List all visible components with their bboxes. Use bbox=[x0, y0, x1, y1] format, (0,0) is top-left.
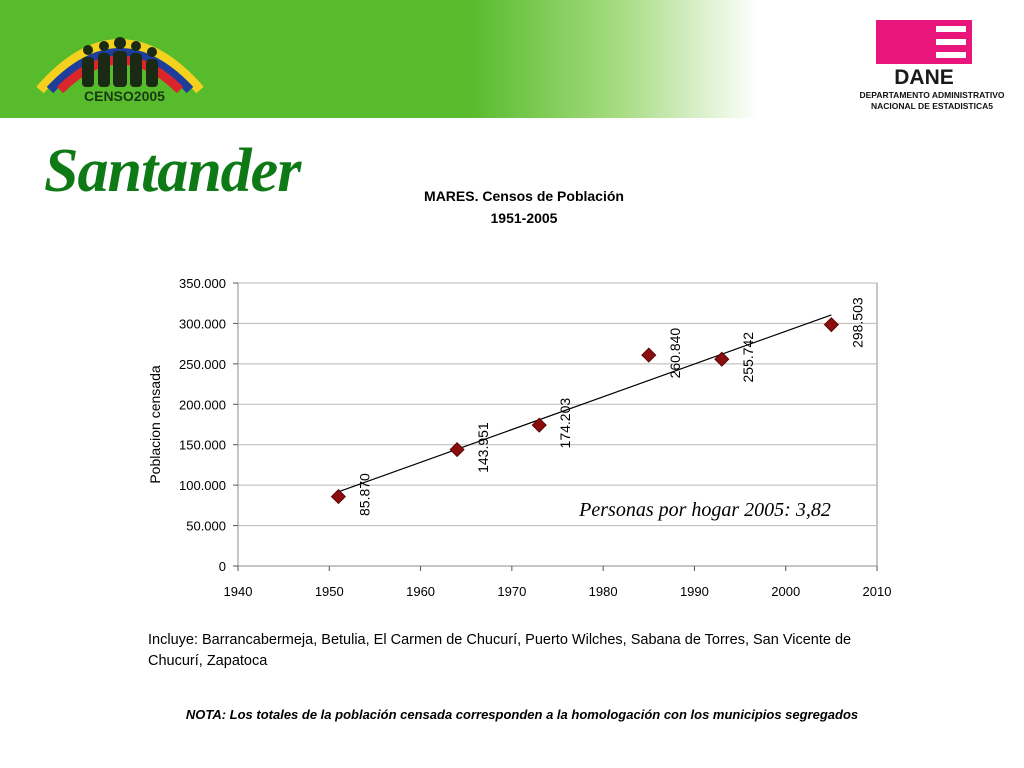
y-tick-label: 150.000 bbox=[179, 438, 226, 453]
data-label: 85.870 bbox=[356, 473, 372, 516]
includes-text: Incluye: Barrancabermeja, Betulia, El Ca… bbox=[148, 632, 852, 669]
censo-logo-text: CENSO2005 bbox=[84, 88, 165, 104]
x-tick-label: 1970 bbox=[497, 584, 526, 599]
chart-subtitle: 1951-2005 bbox=[490, 210, 558, 226]
dane-logo: DANE bbox=[876, 20, 972, 86]
data-point bbox=[330, 489, 346, 505]
x-tick-label: 1940 bbox=[224, 584, 253, 599]
y-axis-label: Poblacion censada bbox=[147, 365, 163, 484]
y-tick-label: 300.000 bbox=[179, 316, 226, 331]
x-tick-label: 1960 bbox=[406, 584, 435, 599]
data-label: 174.203 bbox=[557, 398, 573, 449]
x-tick-label: 1990 bbox=[680, 584, 709, 599]
dane-logo-text: DANE bbox=[894, 66, 954, 86]
chart-title: MARES. Censos de Población bbox=[424, 188, 624, 204]
dane-caption-line1: DEPARTAMENTO ADMINISTRATIVO bbox=[859, 90, 1005, 100]
y-tick-label: 50.000 bbox=[186, 519, 226, 534]
dane-caption: DEPARTAMENTO ADMINISTRATIVO NACIONAL DE … bbox=[836, 90, 1024, 112]
y-tick-label: 0 bbox=[219, 559, 226, 574]
dane-caption-line2: NACIONAL DE ESTADISTICA5 bbox=[870, 101, 993, 111]
y-tick-label: 350.000 bbox=[179, 276, 226, 291]
data-label: 298.503 bbox=[849, 297, 865, 348]
x-tick-label: 1980 bbox=[589, 584, 618, 599]
data-point bbox=[531, 417, 547, 433]
data-point bbox=[823, 317, 839, 333]
chart-annotation: Personas por hogar 2005: 3,82 bbox=[578, 499, 831, 521]
chart-title-block: MARES. Censos de Población 1951-2005 bbox=[360, 188, 688, 232]
trendline bbox=[338, 314, 832, 493]
data-label: 260.840 bbox=[667, 328, 683, 379]
y-tick-label: 200.000 bbox=[179, 397, 226, 412]
x-tick-label: 2000 bbox=[771, 584, 800, 599]
data-point bbox=[714, 351, 730, 367]
page-title: Santander bbox=[44, 137, 301, 205]
y-tick-label: 100.000 bbox=[179, 478, 226, 493]
data-label: 255.742 bbox=[740, 332, 756, 383]
data-point bbox=[449, 442, 465, 458]
note-text: NOTA: Los totales de la población censad… bbox=[185, 707, 859, 722]
plot-area bbox=[237, 282, 878, 567]
y-tick-label: 250.000 bbox=[179, 357, 226, 372]
data-point bbox=[641, 347, 657, 363]
data-label: 143.951 bbox=[475, 422, 491, 473]
x-tick-label: 2010 bbox=[863, 584, 892, 599]
censo-2005-logo bbox=[36, 37, 204, 94]
x-tick-label: 1950 bbox=[315, 584, 344, 599]
